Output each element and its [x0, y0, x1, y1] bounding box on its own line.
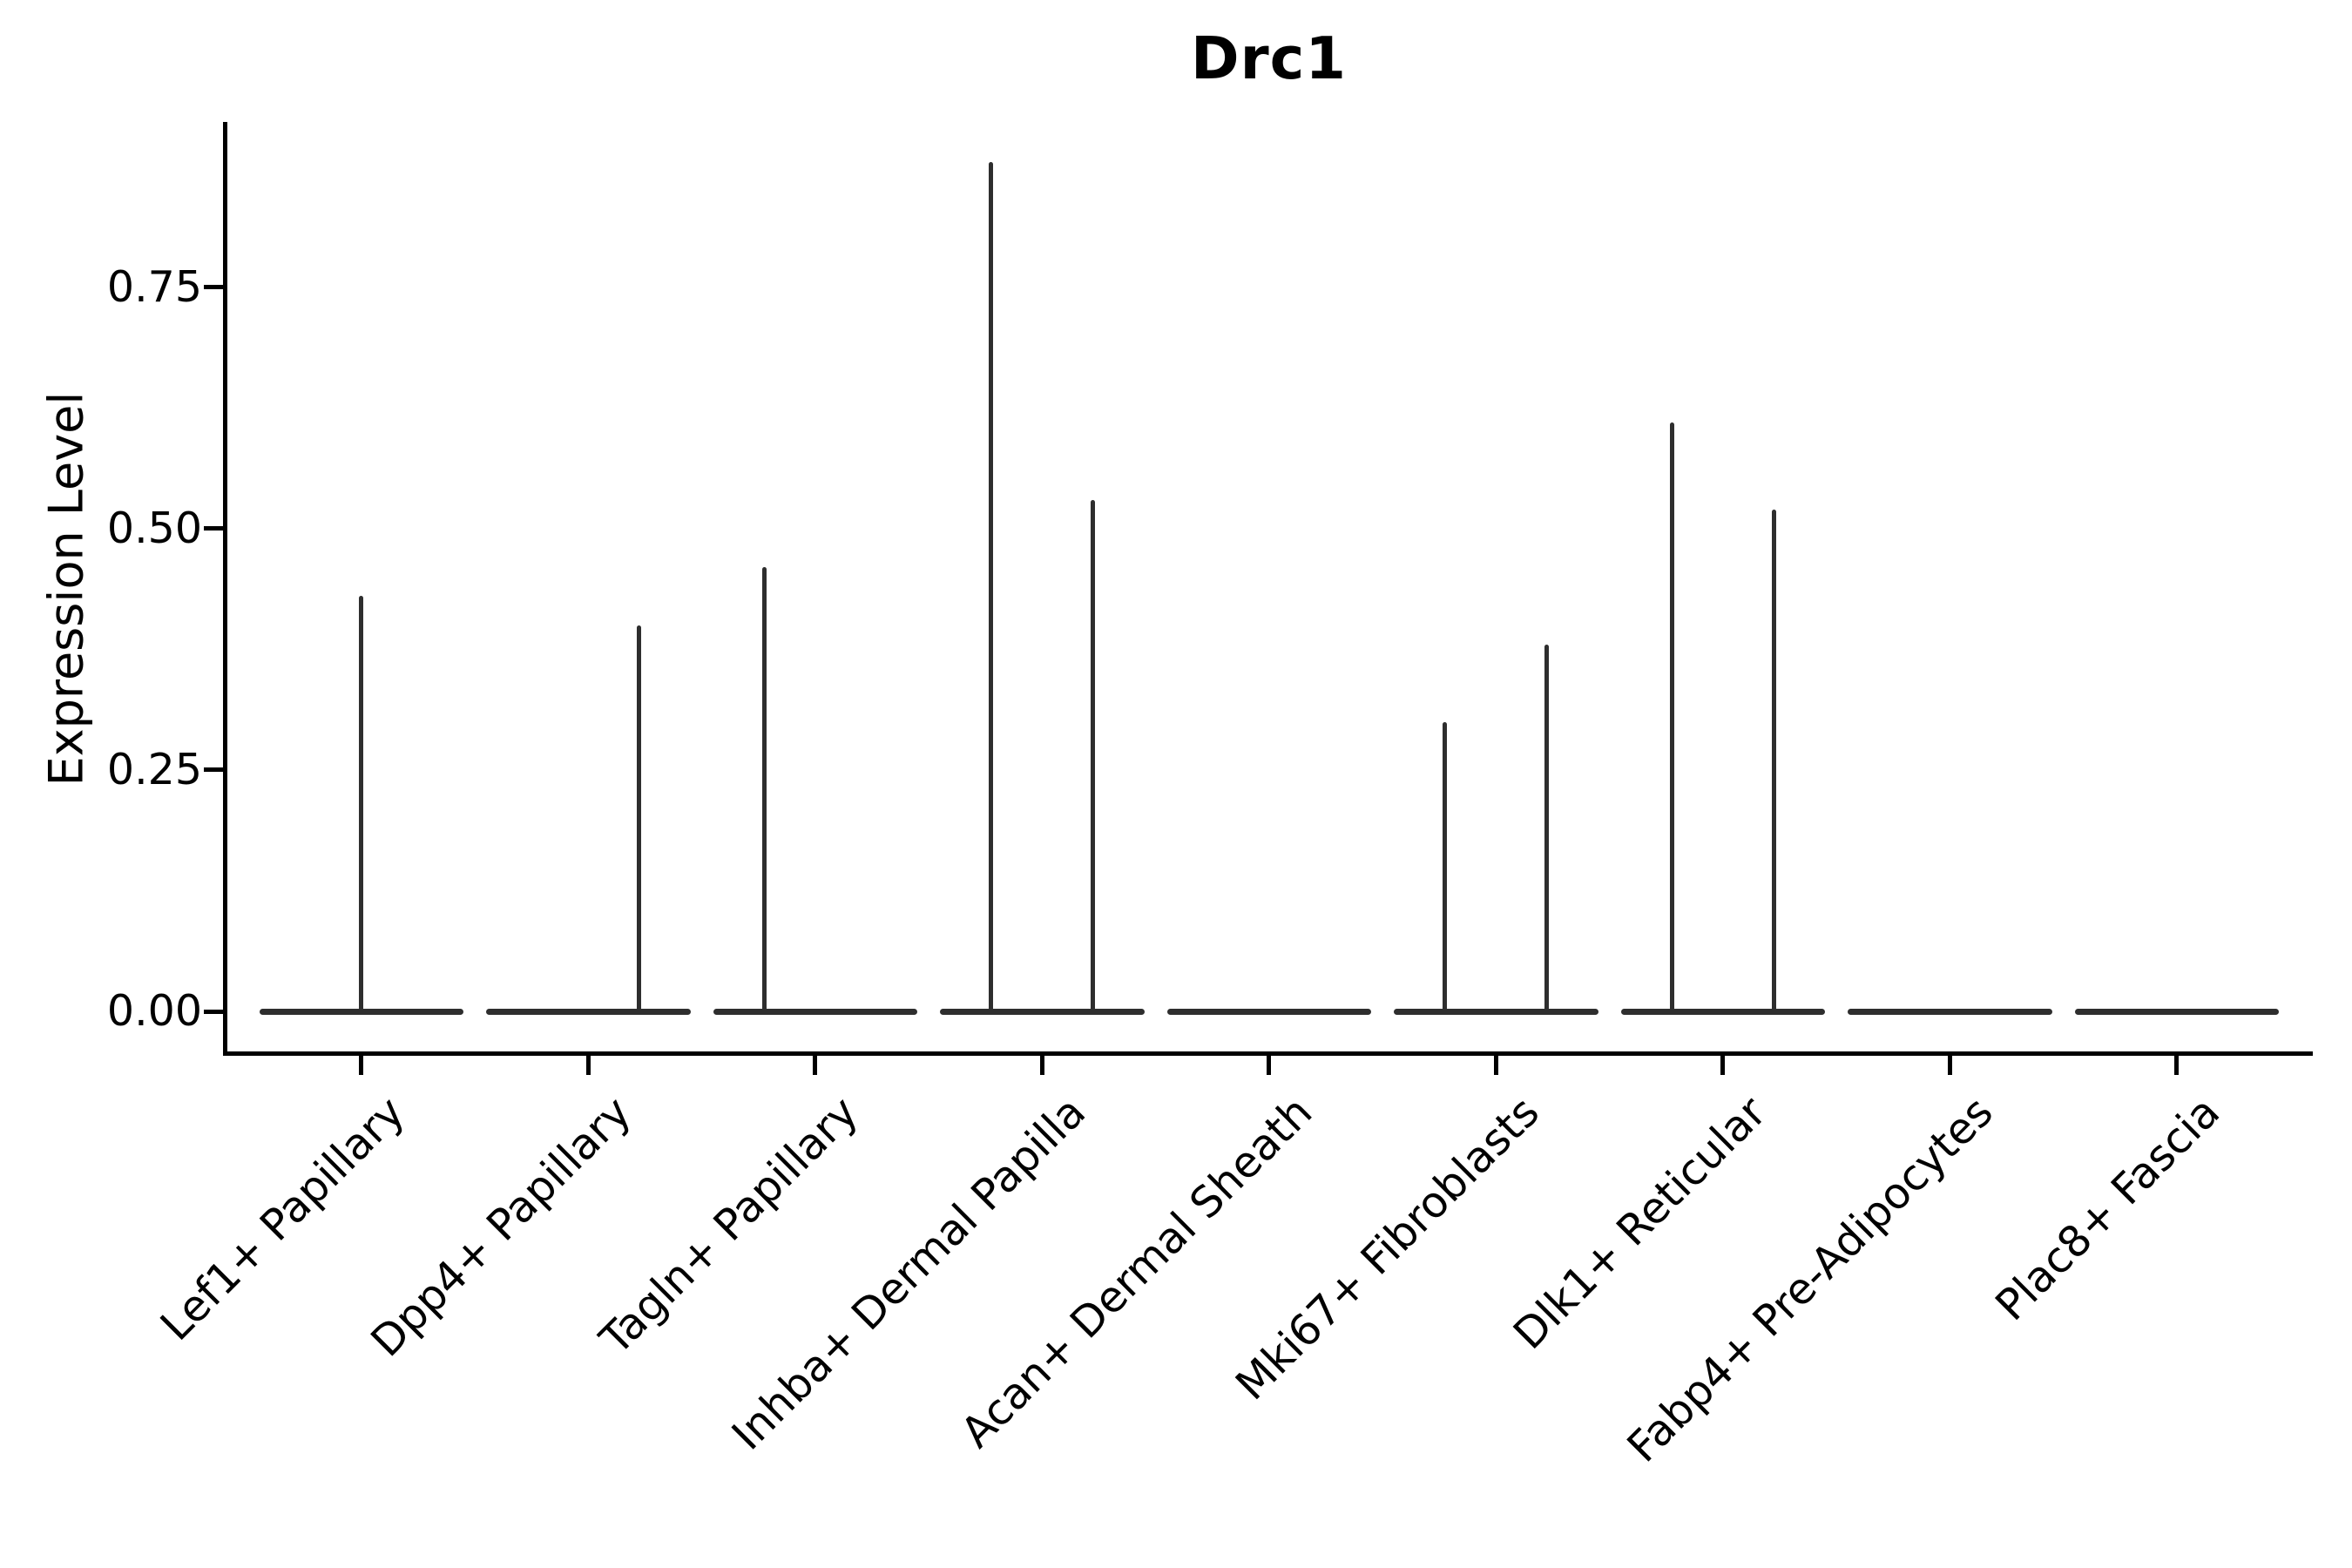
x-tick: [1493, 1056, 1498, 1075]
x-tick-label: Lef1+ Papillary: [151, 1087, 415, 1351]
violin-spike: [989, 161, 994, 1015]
violin-spike: [1443, 721, 1448, 1015]
y-tick: [204, 526, 225, 531]
x-tick: [813, 1056, 818, 1075]
y-tick: [204, 1009, 225, 1014]
x-axis-line: [223, 1051, 2313, 1056]
y-tick-label: 0.50: [106, 503, 202, 553]
violin-baseline: [486, 1008, 691, 1015]
violin-baseline: [940, 1008, 1145, 1015]
violin-spike: [761, 567, 767, 1015]
x-tick: [1947, 1056, 1952, 1075]
x-tick-label: Dlk1+ Reticular: [1504, 1087, 1776, 1359]
x-tick: [1267, 1056, 1272, 1075]
y-tick-label: 0.75: [106, 261, 202, 312]
violin-spike: [637, 625, 642, 1015]
x-tick: [1039, 1056, 1044, 1075]
y-tick: [204, 767, 225, 773]
violin-baseline: [2074, 1008, 2279, 1015]
x-tick: [2174, 1056, 2180, 1075]
y-tick-label: 0.25: [106, 744, 202, 794]
violin-baseline: [1394, 1008, 1598, 1015]
violin-spike: [1091, 499, 1096, 1015]
x-tick-label: Fabp4+ Pre-Adipocytes: [1618, 1087, 2003, 1472]
x-tick: [359, 1056, 364, 1075]
y-tick-label: 0.00: [106, 986, 202, 1036]
violin-baseline: [1848, 1008, 2052, 1015]
violin-baseline: [1620, 1008, 1825, 1015]
violin-baseline: [1166, 1008, 1371, 1015]
y-axis-title: Expression Level: [38, 391, 94, 787]
violin-spike: [1544, 644, 1550, 1015]
x-tick: [585, 1056, 591, 1075]
violin-baseline: [713, 1008, 917, 1015]
x-tick: [1720, 1056, 1726, 1075]
x-tick-label: Plac8+ Fascia: [1985, 1087, 2230, 1331]
y-axis-line: [223, 122, 227, 1056]
violin-spike: [1669, 422, 1674, 1015]
violin-spike: [359, 596, 364, 1015]
y-tick: [204, 285, 225, 290]
violin-spike: [1771, 509, 1776, 1015]
plot-title: Drc1: [1191, 24, 1347, 92]
